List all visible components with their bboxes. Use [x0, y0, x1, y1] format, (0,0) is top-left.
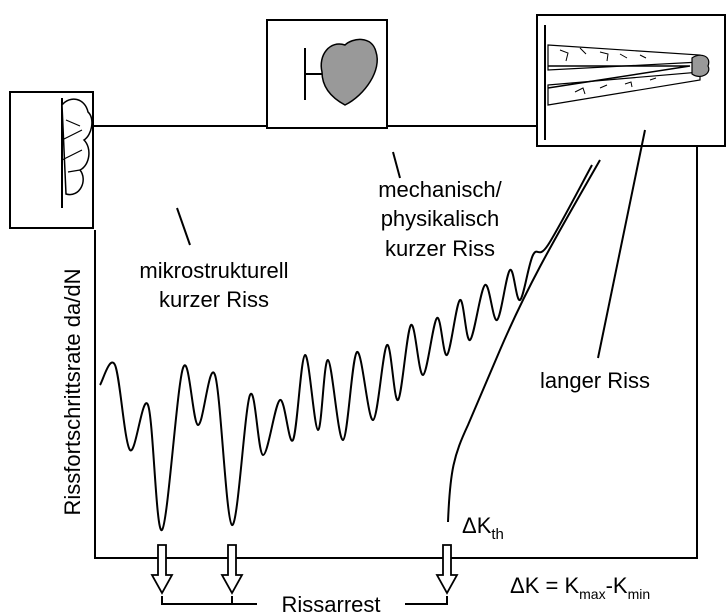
mech-box [267, 20, 387, 128]
mech-label: mechanisch/ [378, 177, 502, 202]
x-mid: -K [606, 573, 628, 598]
x-lhs: ΔK = K [510, 573, 579, 598]
arrest-label: Rissarrest [281, 592, 380, 613]
short-crack-curve [100, 165, 592, 530]
long-label: langer Riss [540, 368, 650, 393]
long-box [537, 15, 725, 146]
y-axis-label: Rissfortschrittsrate da/dN [60, 269, 85, 516]
micro-box [10, 92, 93, 228]
leader [393, 152, 400, 178]
mech-label: kurzer Riss [385, 236, 495, 261]
arrest-arrows [152, 545, 457, 593]
leader [177, 208, 190, 245]
mech-label: physikalisch [381, 206, 500, 231]
micro-label: kurzer Riss [159, 287, 269, 312]
x-sub: min [628, 586, 651, 602]
x-axis-label: ΔK = Kmax-Kmin [510, 573, 650, 602]
threshold-sub: th [491, 526, 504, 543]
threshold-main: ΔK [462, 513, 492, 538]
leader [598, 130, 645, 358]
diagram: mikrostrukturell kurzer Riss mechanisch/… [0, 0, 727, 613]
x-sub: max [579, 586, 605, 602]
micro-label: mikrostrukturell [139, 258, 288, 283]
threshold-label: ΔKth [462, 513, 504, 543]
